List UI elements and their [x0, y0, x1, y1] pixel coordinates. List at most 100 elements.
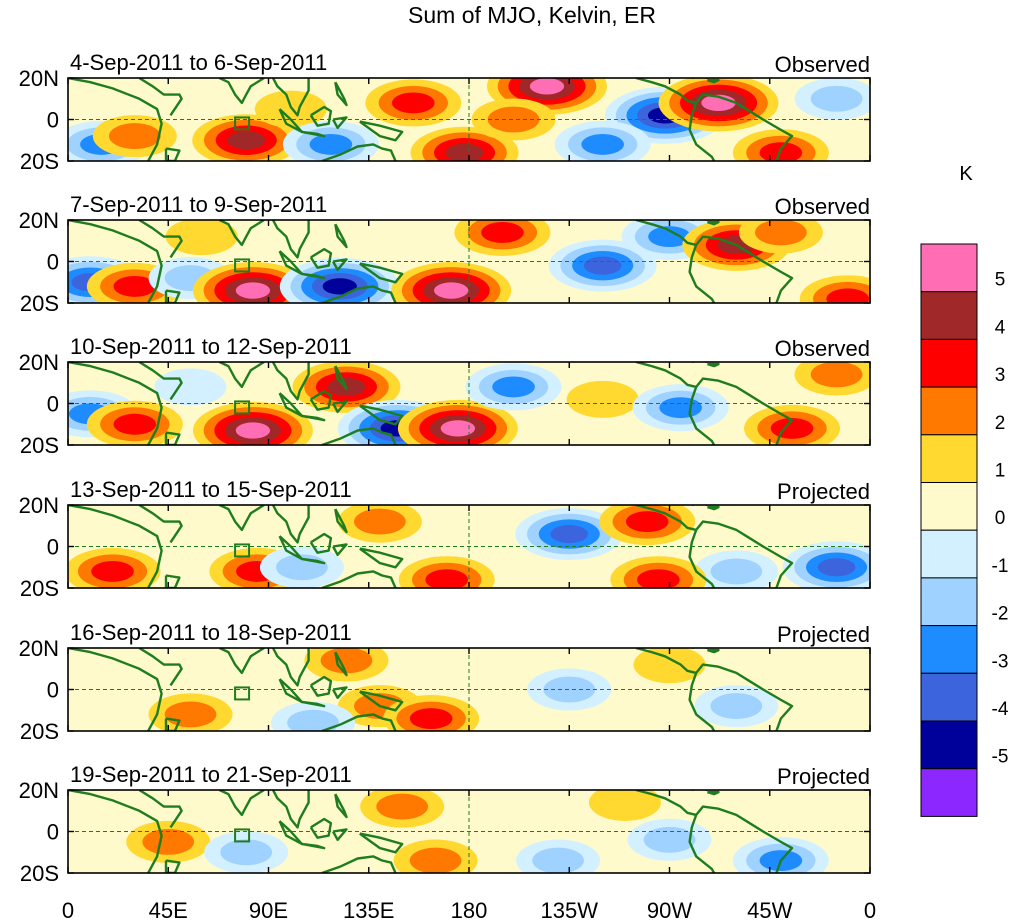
region-box	[234, 400, 251, 415]
anomaly-feature	[92, 115, 177, 158]
colorbar-swatch	[920, 386, 978, 436]
anomaly-contour	[759, 142, 803, 161]
anomaly-contour	[529, 78, 565, 95]
anomaly-contour	[108, 123, 161, 150]
coastline	[301, 272, 326, 280]
anomaly-feature	[471, 98, 556, 141]
panel-status: Observed	[775, 336, 870, 361]
colorbar-label: 5	[995, 270, 1006, 291]
y-tick-label: 20S	[20, 433, 59, 458]
anomaly-feature	[588, 790, 661, 821]
coastlines	[68, 362, 794, 445]
coastline	[332, 116, 348, 129]
panel-date-range: 19-Sep-2011 to 21-Sep-2011	[70, 762, 352, 787]
anomaly-feature	[304, 648, 389, 682]
coastline	[688, 529, 716, 588]
coastline	[359, 262, 404, 284]
anomaly-contour	[227, 131, 266, 150]
coastline	[688, 814, 716, 873]
x-tick-label: 45E	[149, 898, 188, 923]
anomaly-feature	[282, 120, 379, 161]
anomaly-feature	[694, 550, 779, 588]
anomaly-contour	[583, 256, 622, 275]
coastline	[321, 713, 397, 731]
anomaly-feature	[799, 275, 870, 303]
coastline	[695, 235, 794, 303]
coastline	[218, 648, 265, 675]
y-tick-label: 0	[47, 392, 59, 417]
coastline	[68, 362, 163, 445]
colorbar-label: -5	[992, 747, 1009, 768]
anomaly-feature	[465, 363, 562, 411]
y-tick-label: 20S	[20, 861, 59, 886]
colorbar-label: 2	[995, 413, 1006, 434]
coastline	[164, 859, 181, 873]
coastline	[138, 220, 183, 259]
coastlines	[68, 648, 794, 731]
coastline	[332, 686, 348, 699]
coastline	[301, 700, 326, 708]
anomaly-contour	[643, 826, 696, 853]
x-tick-label: 180	[451, 898, 488, 923]
anomaly-contour	[532, 847, 584, 873]
anomaly-contour	[287, 709, 339, 731]
y-tick-label: 0	[47, 678, 59, 703]
anomaly-contour	[543, 676, 596, 703]
coastline	[138, 648, 183, 687]
coastline	[334, 651, 348, 677]
anomaly-feature	[632, 384, 729, 432]
coastline	[359, 547, 404, 569]
coastline	[695, 93, 794, 161]
coastline	[707, 790, 720, 796]
panel-status: Observed	[775, 52, 870, 77]
colorbar-swatch	[920, 434, 978, 483]
coastline	[332, 543, 348, 556]
coastlines	[68, 505, 794, 588]
anomaly-feature	[627, 818, 712, 861]
coastline	[68, 78, 163, 161]
panel-date-range: 10-Sep-2011 to 12-Sep-2011	[70, 334, 352, 359]
coastline	[321, 143, 397, 161]
colorbar-label: -2	[992, 604, 1009, 625]
coastline	[707, 648, 720, 654]
anomaly-contour	[581, 133, 625, 155]
anomaly-contour	[710, 558, 763, 585]
x-tick-label: 45W	[747, 898, 792, 923]
colorbar-label: 1	[995, 461, 1006, 482]
anomaly-feature	[794, 78, 870, 120]
anomaly-contour	[425, 569, 469, 588]
y-tick-label: 20N	[19, 636, 59, 661]
coastline	[321, 285, 397, 303]
panel-status: Projected	[777, 764, 870, 789]
colorbar-label: 4	[995, 317, 1006, 338]
colorbar-swatch	[920, 577, 978, 627]
anomaly-feature	[126, 820, 211, 863]
y-tick-label: 20N	[19, 778, 59, 803]
anomaly-feature	[633, 648, 706, 684]
coastline	[688, 102, 716, 161]
y-tick-label: 20S	[20, 291, 59, 316]
panel-status: Observed	[775, 194, 870, 219]
coastline	[359, 690, 404, 712]
coastline	[68, 220, 163, 303]
colorbar-swatch	[920, 243, 978, 293]
anomaly-contour	[566, 380, 639, 418]
colorbar-swatch	[920, 720, 978, 770]
coastline	[138, 362, 183, 401]
colorbar-swatch	[920, 482, 978, 531]
anomaly-contour	[625, 511, 669, 533]
coastline	[334, 81, 348, 107]
coastline	[271, 220, 310, 259]
anomaly-contour	[810, 362, 863, 388]
coastline	[359, 404, 404, 426]
anomaly-feature	[360, 790, 445, 828]
coastline	[707, 78, 720, 84]
anomaly-feature	[365, 79, 462, 127]
coastline	[301, 842, 326, 850]
colorbar-label: -1	[992, 556, 1009, 577]
map-panel: 20N 0 20S 19-Sep-2011 to 21-Sep-2011 Project…	[19, 762, 871, 886]
figure-title: Sum of MJO, Kelvin, ER	[408, 2, 656, 28]
coastline	[688, 244, 716, 303]
map-panel: 20N 0 20S 16-Sep-2011 to 18-Sep-2011 Project…	[19, 620, 871, 744]
colorbar-label: -3	[992, 651, 1009, 672]
